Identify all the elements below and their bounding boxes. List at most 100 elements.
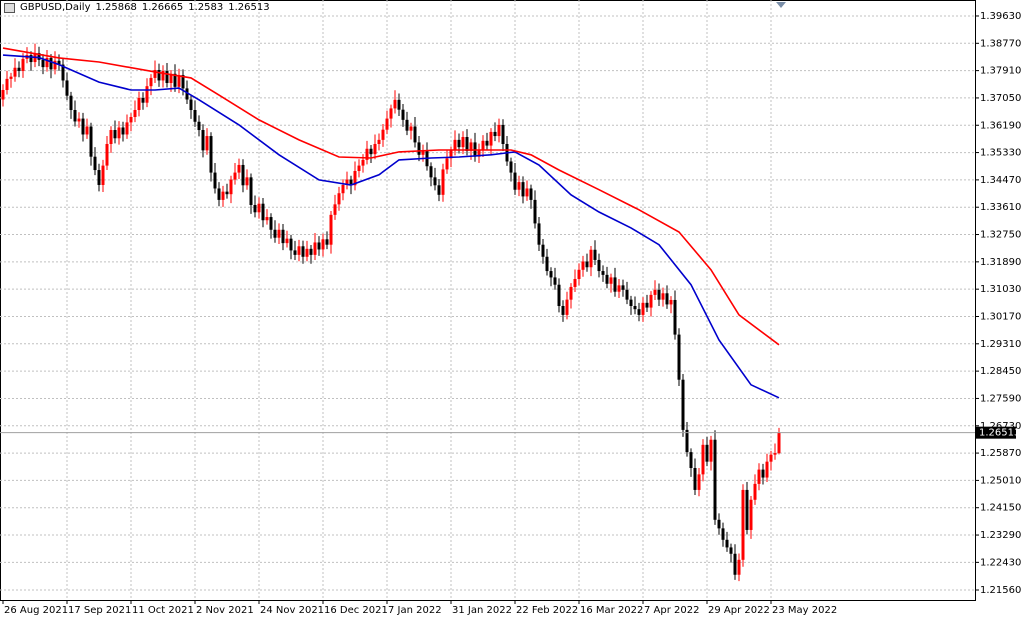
- candle-body: [265, 217, 269, 221]
- candle-body: [617, 285, 621, 292]
- candle-body: [301, 246, 305, 257]
- candle-body: [633, 306, 637, 310]
- candle-body: [381, 129, 385, 140]
- y-tick-label: 1.31890: [980, 257, 1021, 268]
- candle-body: [685, 429, 689, 453]
- candle-body: [173, 73, 177, 87]
- x-tick-label: 16 Dec 2021: [324, 605, 388, 616]
- y-tick-label: 1.35330: [980, 148, 1021, 159]
- candle-body: [285, 238, 289, 244]
- candle-body: [573, 279, 577, 287]
- y-tick-label: 1.38770: [980, 38, 1021, 49]
- shift-marker[interactable]: [776, 2, 786, 8]
- candle-body: [521, 182, 525, 197]
- candle-body: [145, 86, 149, 103]
- candle-body: [345, 179, 349, 185]
- candle-body: [697, 474, 701, 490]
- candle-body: [669, 299, 673, 305]
- y-tick-label: 1.37910: [980, 66, 1021, 77]
- candle-body: [5, 78, 9, 90]
- symbol: GBPUSD,Daily: [20, 2, 91, 13]
- candle-body: [629, 299, 633, 307]
- candle-body: [689, 452, 693, 469]
- candle-body: [337, 193, 341, 205]
- candle-body: [361, 159, 365, 166]
- candle-body: [333, 204, 337, 215]
- y-tick-label: 1.30170: [980, 311, 1021, 322]
- candle-body: [545, 256, 549, 272]
- candle-body: [37, 53, 41, 60]
- candle-body: [65, 80, 69, 96]
- candle-body: [437, 185, 441, 195]
- candle-body: [241, 164, 245, 186]
- candle-body: [57, 60, 61, 65]
- candle-body: [169, 73, 173, 84]
- candle-body: [9, 76, 13, 79]
- candle-body: [713, 439, 717, 520]
- candle-body: [569, 286, 573, 300]
- candle-body: [453, 139, 457, 151]
- candle-body: [737, 559, 741, 575]
- current-price-box: [976, 426, 1016, 439]
- candle-body: [497, 124, 501, 137]
- candle-body: [81, 118, 85, 135]
- candle-body: [197, 121, 201, 131]
- y-tick-label: 1.25010: [980, 475, 1021, 486]
- candle-body: [249, 177, 253, 205]
- candle-body: [85, 126, 89, 135]
- candle-body: [673, 299, 677, 335]
- low-price: 1.2583: [188, 2, 224, 13]
- y-tick-label: 1.34470: [980, 175, 1021, 186]
- candle-body: [469, 142, 473, 151]
- y-tick-label: 1.33610: [980, 202, 1021, 213]
- high-price: 1.26665: [141, 2, 184, 13]
- candle-body: [705, 444, 709, 462]
- candle-body: [373, 143, 377, 155]
- candle-body: [501, 124, 505, 144]
- candle-body: [269, 217, 273, 230]
- candle-body: [417, 142, 421, 155]
- candle-body: [101, 165, 105, 185]
- candle-body: [477, 150, 481, 157]
- candle-body: [185, 88, 189, 100]
- candle-body: [113, 130, 117, 139]
- candle-body: [445, 158, 449, 170]
- candle-body: [233, 172, 237, 180]
- candle-body: [385, 118, 389, 130]
- plot-frame: [0, 0, 976, 601]
- candle-body: [109, 130, 113, 144]
- candle-body: [637, 309, 641, 315]
- candle-body: [557, 284, 561, 307]
- candle-body: [541, 244, 545, 257]
- candle-body: [449, 150, 453, 159]
- x-tick-label: 7 Apr 2022: [644, 605, 699, 616]
- candle-body: [93, 156, 97, 171]
- candle-body: [45, 57, 49, 68]
- y-tick-label: 1.39630: [980, 11, 1021, 22]
- x-tick-label: 26 Aug 2021: [4, 605, 68, 616]
- candle-body: [525, 188, 529, 197]
- candle-body: [49, 57, 53, 70]
- y-tick-label: 1.26730: [980, 421, 1021, 432]
- candle-body: [421, 150, 425, 155]
- y-tick-label: 1.36190: [980, 120, 1021, 131]
- candle-body: [749, 499, 753, 530]
- candle-body: [677, 334, 681, 380]
- y-tick-label: 1.29310: [980, 339, 1021, 350]
- candle-body: [441, 169, 445, 195]
- candle-body: [741, 489, 745, 560]
- candle-body: [601, 271, 605, 275]
- candle-body: [325, 239, 329, 245]
- candle-body: [721, 528, 725, 540]
- candle-body: [201, 130, 205, 151]
- candle-body: [77, 118, 81, 122]
- candle-body: [149, 77, 153, 87]
- y-tick-label: 1.22430: [980, 557, 1021, 568]
- candle-body: [189, 99, 193, 111]
- candle-body: [585, 261, 589, 268]
- candles: [1, 43, 781, 582]
- candle-body: [765, 461, 769, 478]
- candle-body: [645, 302, 649, 308]
- y-tick-label: 1.31030: [980, 284, 1021, 295]
- y-tick-label: 1.21560: [980, 585, 1021, 596]
